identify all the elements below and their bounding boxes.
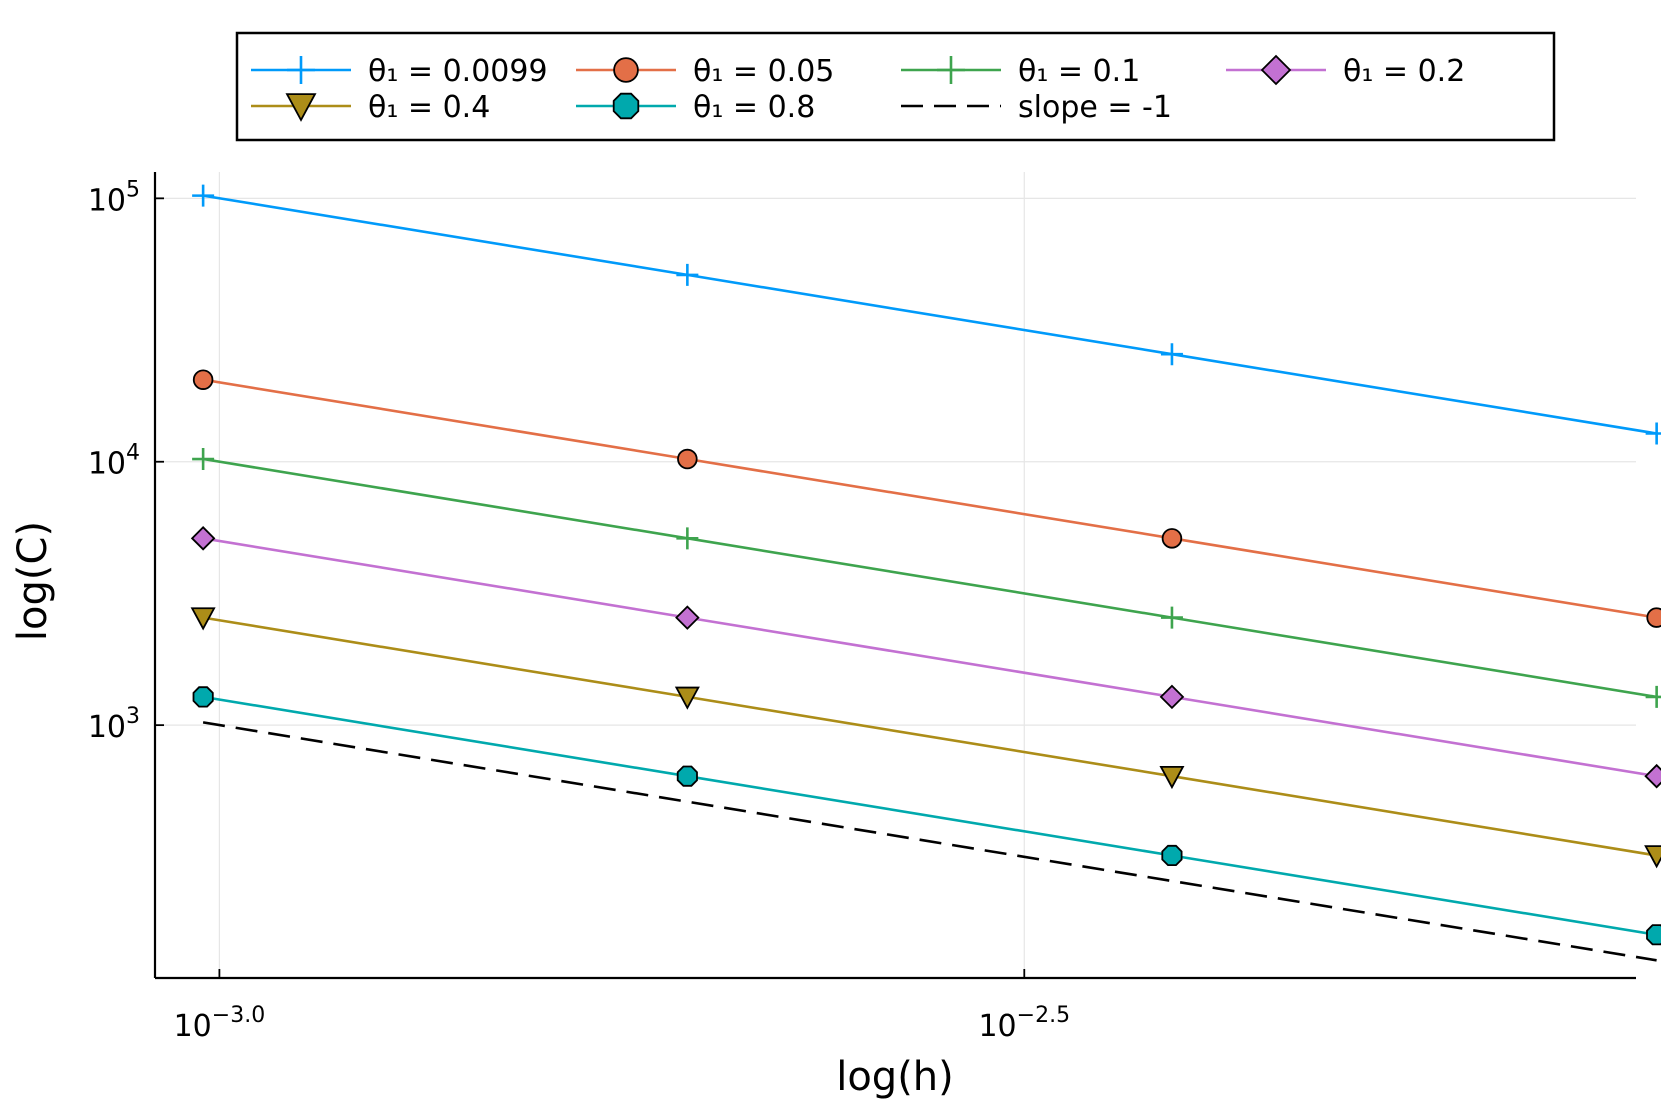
series-2 (192, 448, 1661, 708)
legend-marker-4 (285, 93, 317, 122)
point-2-0 (192, 448, 215, 471)
point-3-2 (1159, 684, 1185, 710)
legend-box (235, 31, 1556, 142)
series-line-4 (202, 616, 1657, 857)
series-line-0 (202, 194, 1657, 435)
series-1 (192, 369, 1661, 628)
legend-label-3: θ₁ = 0.2 (1343, 54, 1465, 89)
series-line-1 (202, 378, 1657, 619)
point-1-0 (192, 369, 214, 390)
x-axis-label: log(h) (836, 1054, 954, 1100)
legend-label-6: slope = -1 (1018, 90, 1172, 125)
legend-marker-2 (937, 56, 965, 84)
series-3 (190, 526, 1661, 789)
y-tick-label-2: 105 (88, 177, 140, 218)
grid (155, 172, 1636, 978)
point-5-1 (676, 765, 698, 787)
x-ticks: 10−3.0 10−2.5 (174, 969, 1070, 1044)
axes (153, 172, 1636, 980)
legend-label-0: θ₁ = 0.0099 (368, 54, 548, 89)
y-axis-label: log(C) (10, 521, 56, 641)
series-line-5 (202, 695, 1657, 937)
point-4-1 (674, 686, 700, 710)
point-3-0 (190, 526, 216, 551)
point-1-2 (1161, 528, 1183, 549)
series-5 (192, 686, 1661, 946)
x-tick-label-1: 10−2.5 (978, 1003, 1070, 1044)
legend: θ₁ = 0.0099 θ₁ = 0.05 θ₁ = 0.1 θ₁ = 0.2 θ₁ =… (235, 31, 1556, 142)
point-3-1 (675, 605, 700, 630)
legend-label-4: θ₁ = 0.4 (368, 90, 490, 125)
point-1-1 (677, 448, 698, 470)
legend-label-2: θ₁ = 0.1 (1018, 54, 1140, 89)
series-line-6 (202, 721, 1657, 962)
series-layer (190, 184, 1661, 962)
point-0-2 (1160, 343, 1183, 366)
point-4-0 (190, 607, 216, 631)
point-2-2 (1160, 606, 1183, 629)
y-ticks: 103 104 105 (88, 177, 164, 745)
legend-label-1: θ₁ = 0.05 (693, 54, 834, 89)
point-3-3 (1644, 763, 1661, 789)
point-5-3 (1646, 924, 1661, 946)
point-2-3 (1645, 685, 1661, 708)
x-tick-label-0: 10−3.0 (174, 1003, 266, 1044)
point-0-3 (1645, 422, 1661, 445)
point-4-3 (1644, 845, 1661, 869)
point-5-2 (1161, 844, 1183, 866)
series-6 (202, 721, 1657, 962)
legend-marker-1 (613, 57, 639, 83)
legend-marker-3 (1260, 54, 1292, 86)
point-0-0 (192, 184, 215, 207)
series-4 (190, 607, 1661, 869)
point-1-3 (1646, 607, 1661, 628)
point-2-1 (676, 527, 699, 550)
series-0 (192, 184, 1661, 445)
point-4-2 (1159, 765, 1185, 790)
y-tick-label-0: 103 (88, 704, 140, 745)
legend-marker-0 (287, 56, 315, 84)
legend-label-5: θ₁ = 0.8 (693, 90, 815, 125)
point-5-0 (192, 686, 214, 708)
legend-marker-5 (612, 92, 640, 120)
point-0-1 (676, 263, 699, 286)
series-line-3 (202, 537, 1657, 778)
y-tick-label-1: 104 (88, 441, 140, 482)
series-line-2 (202, 457, 1657, 699)
